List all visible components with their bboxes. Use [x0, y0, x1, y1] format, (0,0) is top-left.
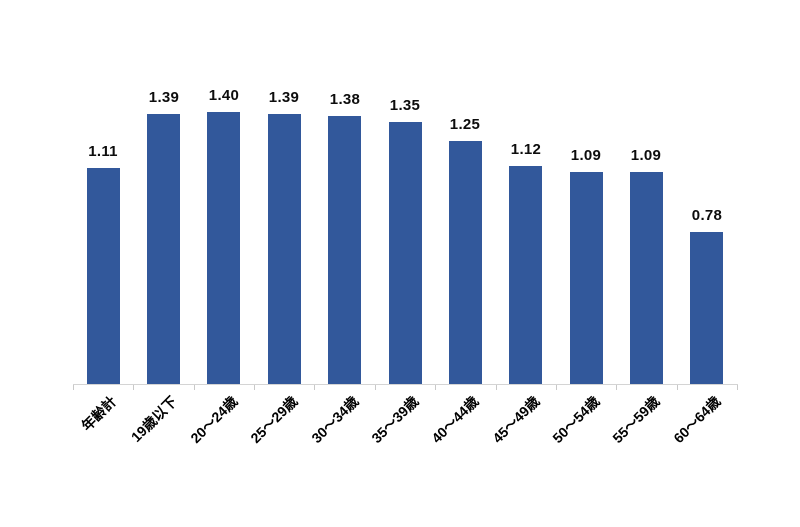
- x-axis-label: 60〜64歳: [670, 393, 724, 447]
- x-axis-tick: [375, 385, 376, 390]
- x-axis-line: [73, 384, 738, 385]
- x-axis-tick: [616, 385, 617, 390]
- bar: [690, 232, 723, 384]
- bar-value-label: 1.40: [208, 87, 240, 104]
- bar-value-label: 1.35: [389, 97, 421, 114]
- bar: [328, 116, 361, 384]
- bar-value-label: 1.09: [570, 147, 602, 164]
- x-axis-label: 50〜54歳: [549, 393, 603, 447]
- bar: [389, 122, 422, 384]
- x-axis-label: 40〜44歳: [428, 393, 482, 447]
- x-axis-label: 55〜59歳: [609, 393, 663, 447]
- x-axis-tick: [314, 385, 315, 390]
- x-axis-tick: [133, 385, 134, 390]
- x-axis-label: 35〜39歳: [368, 393, 422, 447]
- bar-value-label: 1.39: [148, 89, 180, 106]
- x-axis-label: 年齢計: [78, 393, 120, 435]
- x-axis-tick: [556, 385, 557, 390]
- x-axis-label: 20〜24歳: [187, 393, 241, 447]
- x-axis-label: 45〜49歳: [489, 393, 543, 447]
- bar-value-label: 1.39: [268, 89, 300, 106]
- bar-value-label: 1.38: [329, 91, 361, 108]
- x-axis-label: 19歳以下: [128, 393, 181, 446]
- bar-value-label: 1.12: [510, 141, 542, 158]
- x-axis-tick: [254, 385, 255, 390]
- x-axis-tick: [194, 385, 195, 390]
- x-axis-label: 30〜34歳: [308, 393, 362, 447]
- bar: [87, 168, 120, 384]
- x-axis-tick: [496, 385, 497, 390]
- x-axis-label: 25〜29歳: [247, 393, 301, 447]
- x-axis-tick: [737, 385, 738, 390]
- bar: [570, 172, 603, 384]
- x-axis-tick: [435, 385, 436, 390]
- bar: [630, 172, 663, 384]
- bar-value-label: 1.25: [449, 116, 481, 133]
- x-axis-tick: [73, 385, 74, 390]
- bar: [268, 114, 301, 384]
- bar: [207, 112, 240, 384]
- bar-value-label: 1.11: [88, 143, 118, 160]
- bar-value-label: 0.78: [691, 207, 723, 224]
- bar: [509, 166, 542, 384]
- bar-value-label: 1.09: [630, 147, 662, 164]
- x-axis-tick: [677, 385, 678, 390]
- bar: [449, 141, 482, 384]
- bar: [147, 114, 180, 384]
